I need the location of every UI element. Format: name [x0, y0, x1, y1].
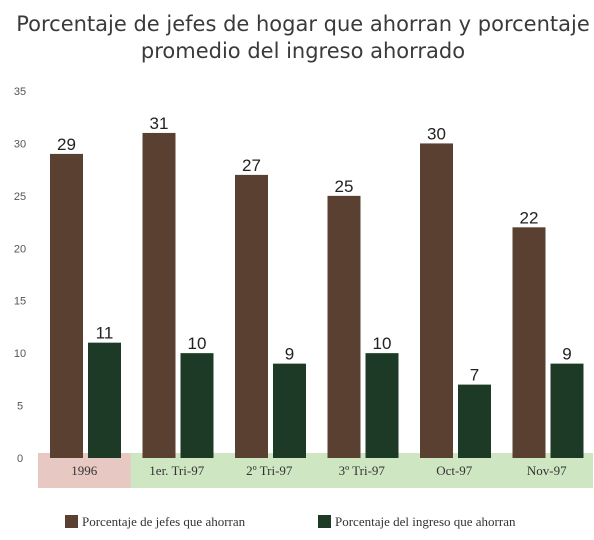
legend-label-jefes: Porcentaje de jefes que ahorran	[82, 514, 246, 529]
category-label-2: 2º Tri-97	[246, 463, 293, 478]
data-label-s0-c0: 29	[57, 135, 76, 154]
category-band-0	[38, 453, 131, 488]
bar-s1-c1	[180, 353, 214, 458]
data-label-s1-c1: 10	[188, 334, 207, 353]
bar-s1-c0	[88, 342, 121, 458]
bars: 29 31 27 25 30 22 11 10 9 10 7 9	[50, 114, 584, 458]
legend-label-ingreso: Porcentaje del ingreso que ahorran	[335, 514, 516, 529]
category-band-1	[130, 453, 223, 488]
bar-s0-c4	[420, 143, 453, 458]
bar-s0-c3	[327, 195, 361, 458]
category-label-5: Nov-97	[527, 463, 567, 478]
data-label-s1-c0: 11	[96, 324, 114, 343]
category-band-2	[223, 453, 316, 488]
data-label-s0-c5: 22	[520, 208, 539, 227]
data-label-s0-c3: 25	[335, 177, 354, 196]
y-tick-label-7: 35	[14, 86, 26, 98]
bar-s0-c5	[512, 227, 546, 458]
bar-s1-c4	[458, 384, 491, 458]
data-label-s0-c1: 31	[150, 114, 169, 133]
bar-s0-c1	[142, 132, 176, 458]
category-band-5	[500, 453, 593, 488]
y-tick-label-0: 0	[17, 453, 23, 465]
category-label-3: 3º Tri-97	[339, 463, 386, 478]
data-label-s0-c4: 30	[427, 124, 446, 143]
bar-s1-c3	[365, 353, 399, 458]
data-label-s1-c4: 7	[470, 366, 479, 385]
data-label-s1-c3: 10	[373, 334, 392, 353]
y-tick-label-2: 10	[14, 348, 26, 360]
y-tick-label-5: 25	[14, 191, 26, 203]
bar-s1-c5	[550, 363, 584, 458]
category-label-4: Oct-97	[436, 463, 473, 478]
data-label-s0-c2: 27	[242, 156, 261, 175]
legend-swatch-jefes	[65, 515, 78, 528]
legend: Porcentaje de jefes que ahorran Porcenta…	[65, 514, 516, 529]
bar-s0-c2	[235, 174, 268, 458]
legend-swatch-ingreso	[318, 515, 331, 528]
chart-title-line-1: Porcentaje de jefes de hogar que ahorran…	[16, 12, 590, 36]
y-tick-label-6: 30	[14, 138, 26, 150]
category-label-1: 1er. Tri-97	[149, 463, 204, 478]
y-tick-label-3: 15	[14, 296, 26, 308]
data-label-s1-c2: 9	[285, 345, 294, 364]
category-band-4	[408, 453, 501, 488]
category-band-row: 1996 1er. Tri-97 2º Tri-97 3º Tri-97 Oct-97 N…	[38, 453, 593, 488]
y-axis: 0 5 10 15 20 25 30 35	[14, 86, 26, 465]
data-label-s1-c5: 9	[562, 345, 571, 364]
category-band-3	[315, 453, 408, 488]
bar-s1-c2	[273, 363, 306, 458]
y-tick-label-4: 20	[14, 243, 26, 255]
bar-s0-c0	[50, 153, 83, 458]
y-tick-label-1: 5	[17, 401, 23, 413]
category-label-0: 1996	[71, 463, 98, 478]
chart-title-line-2: promedio del ingreso ahorrado	[141, 39, 465, 63]
